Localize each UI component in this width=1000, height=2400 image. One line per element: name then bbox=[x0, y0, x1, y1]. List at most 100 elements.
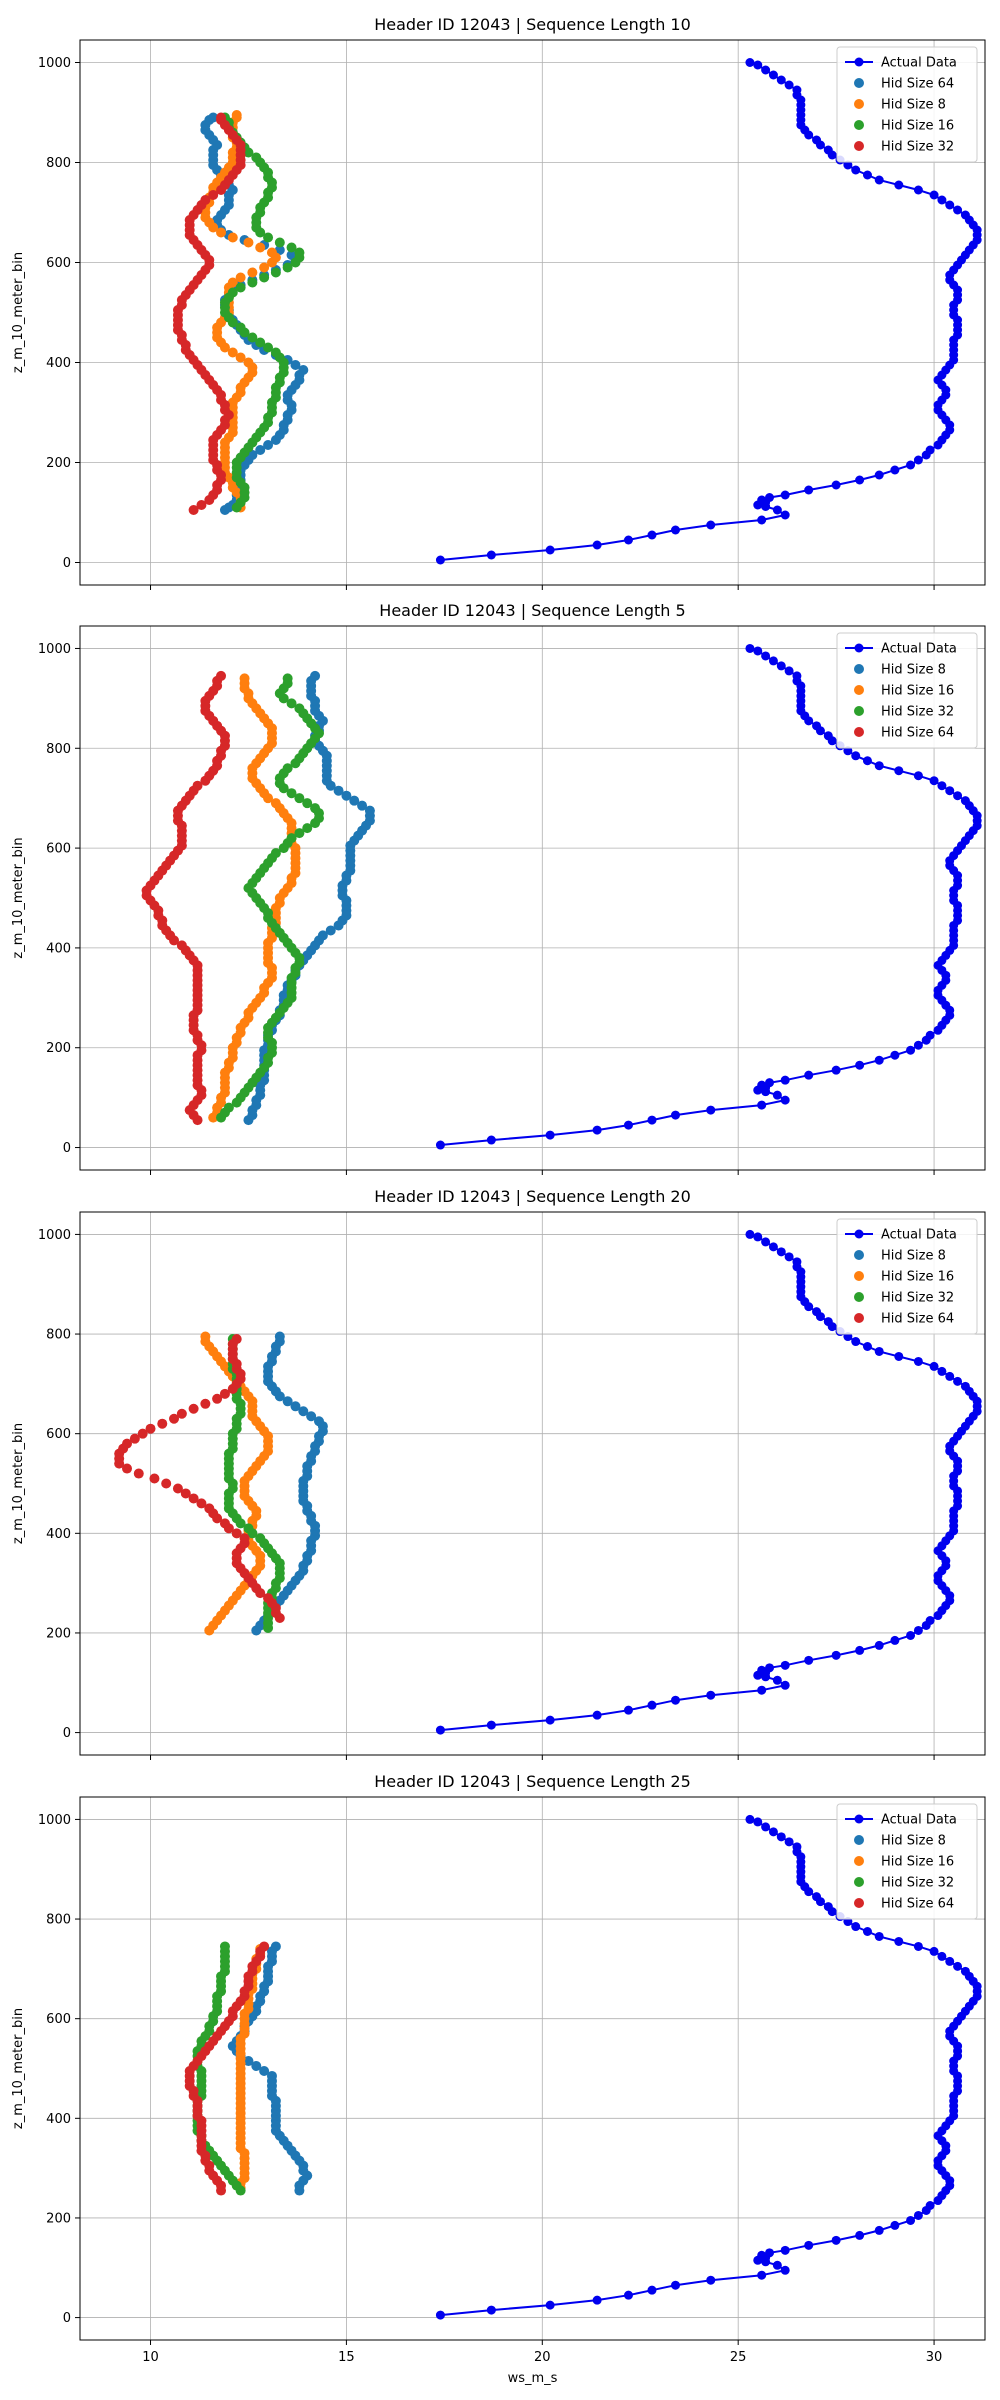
actual-data-point bbox=[647, 2285, 657, 2295]
actual-data-point bbox=[761, 1237, 771, 1247]
actual-data-point bbox=[780, 1660, 790, 1670]
actual-data-point bbox=[937, 195, 947, 205]
legend-box bbox=[836, 632, 978, 749]
actual-data-point bbox=[937, 1366, 947, 1376]
y-tick-label: 800 bbox=[46, 1913, 71, 1928]
actual-data-point bbox=[792, 671, 802, 681]
actual-data-point bbox=[843, 746, 853, 756]
y-axis-label: z_m_10_meter_bin bbox=[11, 837, 26, 958]
series-point bbox=[243, 1523, 254, 1534]
actual-data-point bbox=[906, 1630, 916, 1640]
actual-data-point bbox=[929, 190, 939, 200]
legend-label: Hid Size 64 bbox=[881, 1897, 954, 1912]
legend-label: Hid Size 16 bbox=[881, 684, 954, 699]
actual-data-point bbox=[890, 2220, 900, 2230]
actual-data-point bbox=[831, 1650, 841, 1660]
actual-data-point bbox=[765, 1078, 775, 1088]
actual-data-point bbox=[812, 135, 822, 145]
actual-data-point bbox=[929, 1946, 939, 1956]
actual-data-point bbox=[862, 1342, 872, 1352]
series-point bbox=[227, 287, 238, 298]
legend-label: Actual Data bbox=[881, 1228, 957, 1243]
actual-data-point bbox=[784, 666, 794, 676]
series-point bbox=[216, 227, 227, 238]
actual-data-point bbox=[874, 175, 884, 185]
series-point bbox=[259, 1941, 270, 1952]
series-point bbox=[219, 1941, 230, 1952]
series-point bbox=[286, 250, 297, 260]
series-point bbox=[325, 925, 336, 936]
series-point bbox=[310, 803, 321, 814]
legend-marker-icon bbox=[854, 57, 864, 67]
actual-data-point bbox=[745, 58, 755, 67]
series-point bbox=[216, 670, 227, 681]
series-point bbox=[235, 282, 246, 293]
series-point bbox=[243, 2056, 254, 2067]
series-point bbox=[133, 1468, 144, 1479]
series-point bbox=[122, 1463, 133, 1474]
series-point bbox=[302, 798, 313, 809]
y-tick-label: 1000 bbox=[38, 1813, 71, 1828]
actual-data-point bbox=[776, 1247, 786, 1257]
y-tick-label: 200 bbox=[46, 1041, 71, 1056]
legend-box bbox=[836, 46, 978, 163]
actual-data-point bbox=[831, 1065, 841, 1075]
actual-data-point bbox=[804, 1070, 814, 1080]
series-point bbox=[227, 277, 238, 288]
series-point bbox=[188, 1493, 199, 1504]
series-point bbox=[243, 237, 254, 248]
series-point bbox=[161, 1478, 172, 1489]
series-point bbox=[282, 262, 293, 273]
actual-data-point bbox=[960, 1381, 970, 1391]
series-point bbox=[270, 848, 281, 859]
actual-data-point bbox=[913, 771, 923, 781]
x-axis-label: ws_m_s bbox=[508, 2371, 558, 2386]
actual-data-point bbox=[780, 2265, 790, 2275]
axes-frame bbox=[79, 1796, 986, 2341]
series-point bbox=[172, 1483, 183, 1494]
series-point bbox=[270, 798, 281, 809]
actual-data-point bbox=[894, 766, 904, 776]
actual-data-point bbox=[780, 1680, 790, 1690]
actual-data-point bbox=[784, 1252, 794, 1262]
series-point bbox=[282, 673, 293, 684]
legend-label: Hid Size 32 bbox=[881, 140, 954, 155]
series-point bbox=[235, 322, 246, 333]
series-point bbox=[239, 1533, 250, 1544]
series-point bbox=[196, 500, 207, 510]
series-point bbox=[313, 1416, 324, 1427]
series-point bbox=[149, 1473, 160, 1484]
actual-data-point bbox=[772, 1675, 782, 1685]
series-point bbox=[310, 670, 321, 681]
series-point bbox=[208, 190, 219, 200]
actual-data-point bbox=[913, 1040, 923, 1050]
legend-label: Hid Size 16 bbox=[881, 1855, 954, 1870]
actual-data-point bbox=[780, 1095, 790, 1105]
actual-data-point bbox=[823, 1317, 833, 1327]
actual-data-point bbox=[772, 505, 782, 515]
actual-data-point bbox=[913, 185, 923, 195]
legend-label: Actual Data bbox=[881, 1813, 957, 1828]
actual-data-point bbox=[545, 2300, 555, 2310]
actual-data-point bbox=[953, 205, 963, 215]
actual-data-point bbox=[851, 1337, 861, 1347]
actual-data-point bbox=[906, 1045, 916, 1055]
actual-data-point bbox=[753, 1232, 763, 1242]
legend-box bbox=[836, 1803, 978, 1920]
actual-data-point bbox=[745, 643, 755, 653]
legend-label: Hid Size 64 bbox=[881, 1312, 954, 1327]
legend-label: Hid Size 32 bbox=[881, 705, 954, 720]
actual-data-point bbox=[862, 756, 872, 766]
series-point bbox=[259, 262, 270, 273]
actual-data-point bbox=[812, 1892, 822, 1902]
y-tick-label: 800 bbox=[46, 742, 71, 757]
series-point bbox=[286, 242, 297, 253]
y-tick-label: 600 bbox=[46, 842, 71, 857]
series-point bbox=[212, 1393, 223, 1404]
actual-data-point bbox=[945, 1371, 955, 1381]
series-point bbox=[270, 1941, 281, 1952]
actual-data-point bbox=[953, 1961, 963, 1971]
actual-data-point bbox=[823, 1902, 833, 1912]
x-tick-label: 15 bbox=[338, 2350, 355, 2365]
series-point bbox=[137, 1428, 148, 1439]
